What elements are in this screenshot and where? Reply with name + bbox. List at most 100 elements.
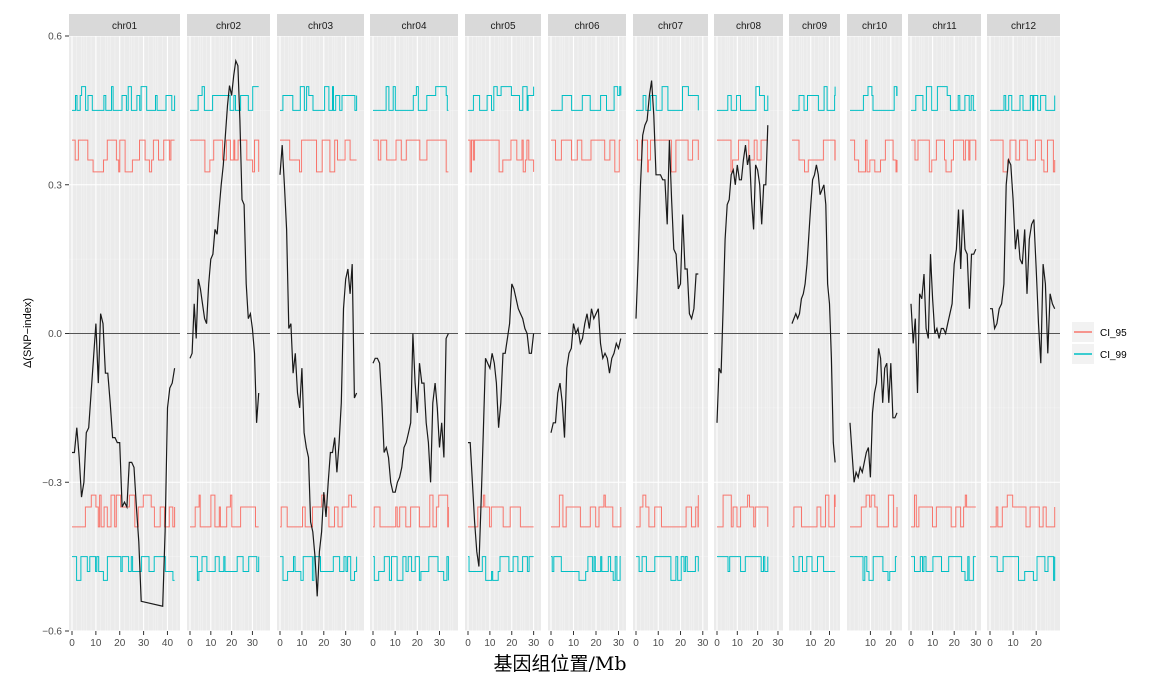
x-tick-label: 20 xyxy=(506,638,518,649)
facet-strip-label: chr11 xyxy=(932,21,957,32)
facet-strip xyxy=(789,14,840,36)
facet-strip xyxy=(548,14,626,36)
ci99-upper-line xyxy=(717,86,769,111)
x-tick-label: 0 xyxy=(908,638,914,649)
delta-snp-index-line xyxy=(990,157,1056,364)
ci95-lower-line xyxy=(990,494,1056,528)
ci99-upper-line xyxy=(551,86,622,111)
ci99-lower-line xyxy=(911,556,976,581)
ci95-upper-line xyxy=(636,139,699,173)
panel-chr02: chr02 0 10 20 30 xyxy=(187,14,270,649)
ci95-upper-line xyxy=(468,139,535,173)
facet-strip-label: chr01 xyxy=(112,21,137,32)
legend: CI_95 CI_99 xyxy=(1072,322,1127,364)
y-tick-label: 0.3 xyxy=(48,180,62,191)
x-tick-label: 30 xyxy=(970,638,982,649)
x-tick-label: 20 xyxy=(949,638,961,649)
facet-strip-label: chr08 xyxy=(736,21,761,32)
ci99-lower-line xyxy=(990,556,1056,581)
ci99-upper-line xyxy=(373,86,449,111)
facet-strip xyxy=(465,14,541,36)
facet-strip xyxy=(908,14,981,36)
ci99-lower-line xyxy=(190,556,260,581)
x-tick-label: 0 xyxy=(370,638,376,649)
ci95-upper-line xyxy=(280,139,357,173)
x-tick-label: 10 xyxy=(732,638,744,649)
ci95-upper-line xyxy=(551,139,621,173)
panel-chr06: chr06 0 10 20 30 xyxy=(548,14,626,649)
x-tick-label: 20 xyxy=(318,638,330,649)
delta-snp-index-line xyxy=(716,125,769,423)
facet-strip xyxy=(187,14,270,36)
x-tick-label: 30 xyxy=(340,638,352,649)
ci99-lower-line xyxy=(717,556,769,572)
ci95-upper-line xyxy=(911,139,977,173)
facet-strip-label: chr02 xyxy=(216,21,241,32)
x-tick-label: 30 xyxy=(434,638,446,649)
delta-snp-index-line xyxy=(849,348,898,483)
x-tick-label: 10 xyxy=(653,638,665,649)
legend-item-ci-99: CI_99 xyxy=(1072,344,1127,364)
ci99-upper-line xyxy=(850,86,898,111)
y-axis: −0.6 −0.3 0.0 0.3 0.6 xyxy=(42,32,69,638)
x-tick-label: 10 xyxy=(1008,638,1020,649)
facet-strip-label: chr10 xyxy=(862,21,887,32)
panel-chr11: chr11 0 10 20 30 xyxy=(908,14,982,649)
ci95-lower-line xyxy=(636,494,699,528)
x-tick-label: 20 xyxy=(114,638,126,649)
panel-chr08: chr08 0 10 20 30 xyxy=(714,14,784,649)
ci99-lower-line xyxy=(72,556,175,581)
ci95-upper-line xyxy=(792,139,836,173)
ci99-upper-line xyxy=(911,86,976,111)
y-tick-label: −0.3 xyxy=(42,478,62,489)
legend-item-ci-95: CI_95 xyxy=(1072,322,1127,342)
x-tick-label: 0 xyxy=(465,638,471,649)
x-tick-label: 0 xyxy=(987,638,993,649)
x-tick-label: 20 xyxy=(226,638,238,649)
ci99-upper-line xyxy=(990,95,1056,111)
x-tick-label: 0 xyxy=(633,638,639,649)
ci95-upper-line xyxy=(717,139,768,173)
delta-snp-index-line xyxy=(635,80,699,321)
y-tick-label: −0.6 xyxy=(42,627,62,638)
x-tick-label: 20 xyxy=(824,638,836,649)
panel-chr12: chr12 0 10 20 xyxy=(987,14,1060,649)
panel-chr07: chr07 0 10 20 30 xyxy=(633,14,709,649)
ci95-lower-line xyxy=(911,494,976,528)
facet-strip xyxy=(277,14,364,36)
ci99-lower-line xyxy=(468,556,534,581)
panel-chr04: chr04 0 10 20 30 xyxy=(370,14,458,649)
ci95-lower-line xyxy=(72,494,176,528)
x-tick-label: 10 xyxy=(927,638,939,649)
x-tick-label: 30 xyxy=(528,638,540,649)
panel-chr01: chr01 0 10 20 30 40 xyxy=(69,14,180,649)
x-tick-label: 30 xyxy=(247,638,259,649)
y-tick-label: 0.6 xyxy=(48,32,62,43)
ci95-upper-line xyxy=(850,139,898,173)
delta-snp-index-line xyxy=(910,209,977,394)
ci95-lower-line xyxy=(468,494,534,528)
x-tick-label: 20 xyxy=(675,638,687,649)
delta-snp-index-line xyxy=(791,164,836,463)
x-tick-label: 30 xyxy=(613,638,625,649)
x-tick-label: 10 xyxy=(568,638,580,649)
x-tick-label: 20 xyxy=(1031,638,1043,649)
ci99-upper-line xyxy=(72,86,176,111)
y-tick-label: 0.0 xyxy=(48,329,62,340)
panel-chr10: chr10 10 20 xyxy=(847,14,902,649)
x-tick-label: 10 xyxy=(390,638,402,649)
delta-snp-index-line xyxy=(72,313,176,607)
ci95-lower-line xyxy=(850,494,898,528)
panel-chr05: chr05 0 10 20 30 xyxy=(465,14,541,649)
delta-snp-index-line xyxy=(279,145,358,597)
panel-chr09: chr09 10 20 xyxy=(789,14,840,649)
ci95-upper-line xyxy=(72,139,175,173)
ci99-lower-line xyxy=(850,556,897,581)
x-tick-label: 0 xyxy=(69,638,75,649)
ci99-upper-line xyxy=(468,86,535,111)
ci99-lower-line xyxy=(792,556,836,572)
x-tick-label: 20 xyxy=(412,638,424,649)
ci95-upper-line xyxy=(190,139,260,173)
facet-strip-label: chr12 xyxy=(1011,21,1036,32)
facet-strip xyxy=(633,14,708,36)
